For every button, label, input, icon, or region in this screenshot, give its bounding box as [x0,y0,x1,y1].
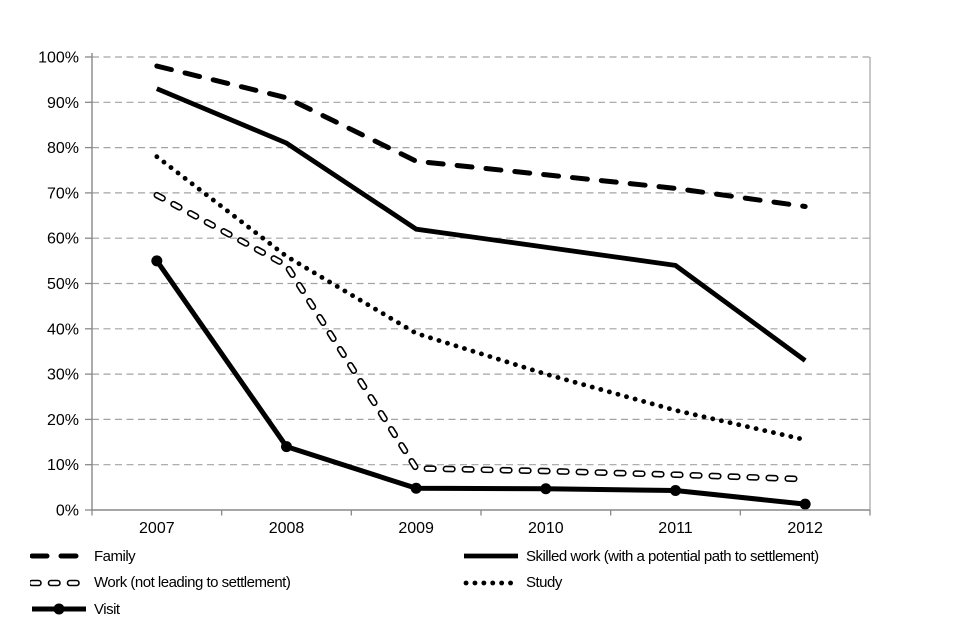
y-axis-label: 70% [47,185,79,202]
x-axis-label: 2007 [139,520,175,537]
x-axis-label: 2008 [269,520,305,537]
y-axis-label: 0% [56,503,79,520]
series-line-visit [154,259,806,507]
y-axis-label: 100% [38,50,79,67]
series-line-visit-marker [540,483,552,495]
legend-item-study: Study [462,574,562,592]
series-line-family [154,63,808,209]
y-axis-label: 30% [47,367,79,384]
legend-swatch-visit-icon [32,603,86,615]
legend-item-skilled: Skilled work (with a potential path to s… [462,547,819,565]
legend-item-family: Family [30,547,136,565]
line-chart-plot: 0% 10% 20% 30% 40% 50% 60% 70% 80% 90% 100% 2007 200… [38,50,871,537]
legend-label: Study [526,574,562,591]
legend-label: Visit [94,600,120,618]
legend-label: Work (not leading to settlement) [94,574,291,591]
series-line-skilled [155,86,807,363]
legend-label: Skilled work (with a potential path to s… [526,547,819,565]
legend-item-work: Work (not leading to settlement) [30,574,291,592]
legend-swatch-work-icon [30,579,88,586]
series-line-visit-marker [410,482,422,494]
series-line-work [155,193,807,481]
legend-swatch-skilled-icon [464,553,518,559]
y-axis-label: 40% [47,321,79,338]
y-axis-label: 10% [47,457,79,474]
y-axis-label: 60% [47,231,79,248]
y-axis-label: 90% [47,95,79,112]
x-axis-label: 2010 [528,520,564,537]
series-line-study [154,154,808,443]
y-axis-label: 20% [47,412,79,429]
series-line-visit-marker [799,498,811,510]
legend-swatch-study-icon [463,580,519,585]
x-axis-label: 2009 [398,520,434,537]
y-axis-label: 80% [47,140,79,157]
legend-swatch-family-icon [30,553,88,559]
x-axis-label: 2012 [787,520,823,537]
legend-label: Family [94,547,136,565]
x-axis-label: 2011 [658,520,693,537]
series-line-visit-marker [151,255,163,267]
legend-item-visit: Visit [30,600,120,618]
y-axis-label: 50% [47,276,79,293]
series-line-visit-marker [670,485,681,497]
legend-swatch-marker [53,603,65,615]
series-line-visit-marker [281,441,292,453]
